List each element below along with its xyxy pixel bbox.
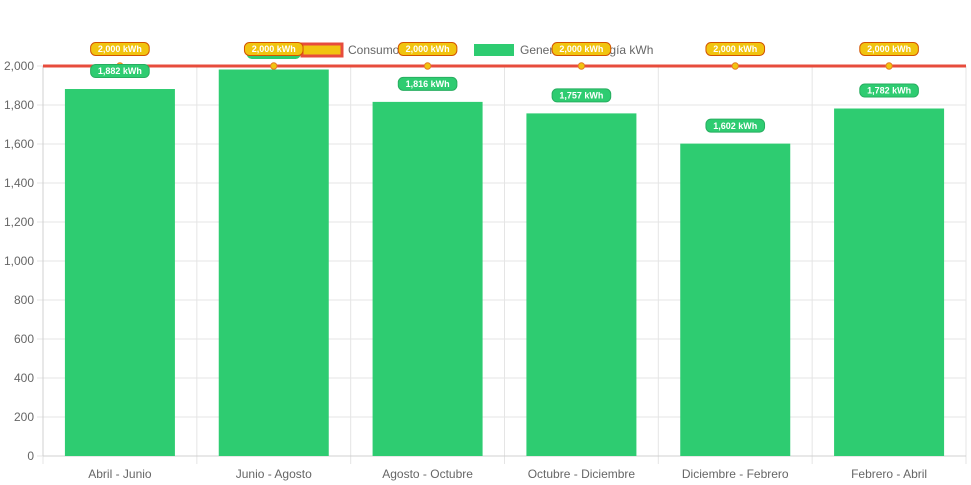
line-data-label-text: 2,000 kWh	[559, 44, 603, 54]
y-tick-label: 2,000	[4, 59, 34, 73]
y-axis-ticks: 0 200 400 600 800 1,000 1,200 1,400 1,600 1,800 2,…	[4, 59, 34, 463]
y-tick-label: 1,200	[4, 215, 34, 229]
line-data-label: 2,000 kWh	[90, 42, 150, 56]
y-tick-label: 1,000	[4, 254, 34, 268]
line-data-label: 2,000 kWh	[243, 42, 304, 56]
x-tick-label: Diciembre - Febrero	[682, 467, 789, 481]
y-tick-label: 1,600	[4, 137, 34, 151]
bar-data-label-text: 1,816 kWh	[406, 79, 450, 89]
bar-data-label: 1,816 kWh	[397, 76, 458, 91]
bar[interactable]	[372, 101, 483, 456]
y-tick-label: 1,400	[4, 176, 34, 190]
legend-swatch-consumo[interactable]	[300, 42, 344, 58]
bar-data-label: 1,882 kWh	[90, 64, 150, 79]
line-data-label: 2,000 kWh	[705, 42, 766, 56]
y-tick-label: 200	[14, 410, 34, 424]
bar[interactable]	[218, 69, 329, 456]
line-data-label: 2,000 kWh	[859, 42, 919, 56]
x-tick-label: Febrero - Abril	[851, 467, 927, 481]
bar-data-label-text: 1,782 kWh	[867, 86, 911, 96]
bar[interactable]	[64, 89, 175, 456]
line-data-label: 2,000 kWh	[551, 42, 612, 56]
y-tick-label: 1,800	[4, 98, 34, 112]
bar[interactable]	[526, 113, 637, 456]
bar-data-label-text: 1,602 kWh	[713, 121, 757, 131]
line-data-label-text: 2,000 kWh	[713, 44, 757, 54]
bars	[64, 69, 945, 457]
bar[interactable]	[834, 108, 945, 456]
line-data-label: 2,000 kWh	[397, 42, 458, 56]
line-data-label-text: 2,000 kWh	[98, 44, 142, 54]
bar-data-label-text: 1,882 kWh	[98, 66, 142, 76]
line-data-label-text: 2,000 kWh	[252, 44, 296, 54]
line-point[interactable]	[885, 62, 893, 70]
line-data-label-text: 2,000 kWh	[406, 44, 450, 54]
x-tick-label: Abril - Junio	[88, 467, 152, 481]
grid	[37, 65, 967, 464]
bar-data-label: 1,782 kWh	[859, 83, 919, 98]
line-point[interactable]	[270, 62, 278, 70]
bar-data-label: 1,757 kWh	[551, 88, 612, 103]
data-labels: 1,882 kWh 1,816 kWh 1,757 kWh 1,602 kWh 1,78…	[90, 42, 919, 133]
x-tick-label: Junio - Agosto	[236, 467, 312, 481]
bar-data-label: 1,602 kWh	[705, 118, 766, 133]
line-data-label-text: 2,000 kWh	[867, 44, 911, 54]
x-tick-label: Octubre - Diciembre	[528, 467, 636, 481]
bar-data-label-text: 1,757 kWh	[559, 91, 603, 101]
y-tick-label: 800	[14, 293, 34, 307]
line-point[interactable]	[423, 62, 432, 70]
x-tick-label: Agosto - Octubre	[382, 467, 473, 481]
y-tick-label: 0	[27, 449, 34, 463]
line-point[interactable]	[577, 62, 586, 70]
y-tick-label: 400	[14, 371, 34, 385]
bar[interactable]	[680, 143, 791, 457]
y-tick-label: 600	[14, 332, 34, 346]
line-point[interactable]	[731, 62, 739, 70]
legend-swatch-generacion[interactable]	[474, 44, 514, 56]
x-axis-ticks: Abril - Junio Junio - Agosto Agosto - Octu…	[88, 467, 927, 481]
